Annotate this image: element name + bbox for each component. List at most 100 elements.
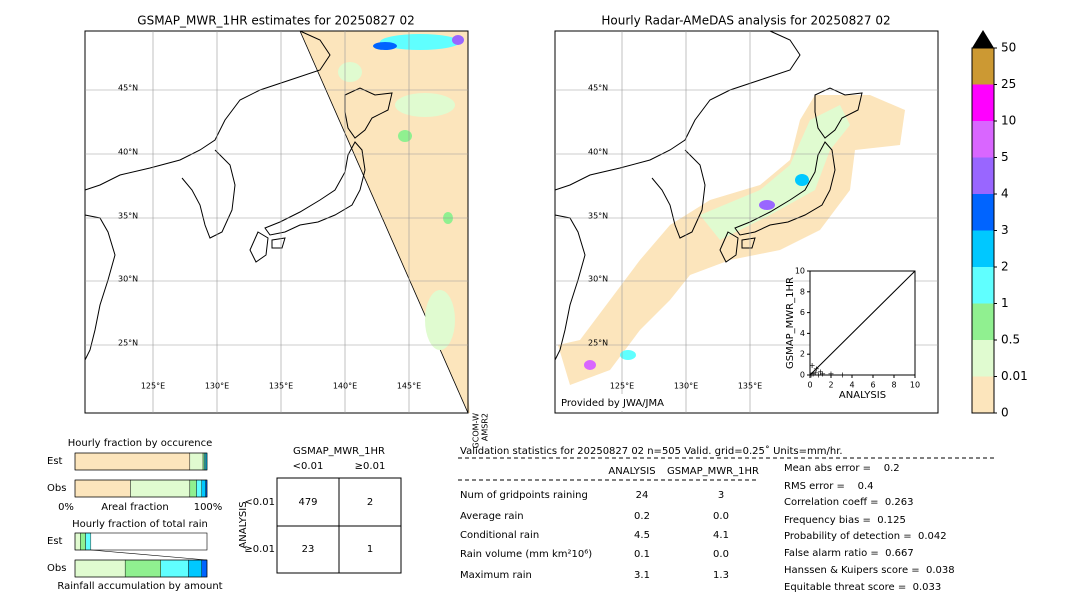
scatter-point: + (828, 369, 835, 378)
table-title: GSMAP_MWR_1HR (293, 446, 385, 457)
chart-title: Hourly fraction by occurence (68, 438, 212, 449)
lat-label: 30°N (588, 275, 608, 284)
stat-value: 4.1 (713, 530, 729, 541)
x-tick-label: 2 (828, 381, 833, 390)
colorbar-segment (972, 267, 994, 304)
fraction-bar (189, 452, 204, 471)
score: Mean abs error = 0.2 (784, 463, 900, 474)
y-tick-label: 0 (800, 371, 805, 380)
lat-label: 30°N (118, 275, 138, 284)
lat-label: 35°N (118, 212, 138, 221)
row-header: <0.01 (244, 497, 275, 508)
scatter-point: + (839, 371, 846, 380)
x-label: 0% (58, 502, 74, 513)
lon-label: 130°E (205, 382, 229, 391)
stat-value: 3.1 (634, 570, 650, 581)
score: Hanssen & Kuipers score = 0.038 (784, 565, 955, 576)
row-label: Obs (47, 483, 66, 494)
stat-value: 0.1 (634, 549, 650, 560)
colorbar-segment (972, 84, 994, 121)
rain-blob (338, 62, 362, 82)
lat-label: 35°N (588, 212, 608, 221)
stat-value: 3 (718, 490, 724, 501)
x-tick-label: 10 (910, 381, 920, 390)
y-tick-label: 2 (800, 350, 805, 359)
map-title: GSMAP_MWR_1HR estimates for 20250827 02 (137, 14, 414, 28)
table-cell: 2 (367, 497, 373, 508)
score: RMS error = 0.4 (784, 481, 874, 492)
lon-label: 145°E (397, 382, 421, 391)
y-tick-label: 10 (795, 267, 805, 276)
diagonal (809, 270, 916, 376)
fraction-bar (124, 559, 162, 578)
rain-blob (620, 350, 636, 360)
rain-blob (398, 130, 412, 142)
bar-frame (74, 532, 208, 551)
colorbar-segment (972, 157, 994, 194)
row-label: Est (47, 456, 63, 467)
stat-value: 4.5 (634, 530, 650, 541)
lat-label: 45°N (118, 84, 138, 93)
rain-blob (395, 93, 455, 117)
colorbar-label: 2 (1001, 260, 1009, 274)
colorbar-segment (972, 340, 994, 377)
lon-label: 125°E (141, 382, 165, 391)
map-frame (554, 30, 939, 414)
credit-box (557, 394, 667, 411)
rain-blob (795, 174, 809, 186)
fraction-bar (189, 479, 197, 498)
stat-label: Conditional rain (460, 530, 539, 541)
x-tick-label: 4 (849, 381, 854, 390)
colorbar-segment (972, 48, 994, 85)
stat-label: Num of gridpoints raining (460, 490, 588, 501)
score: Frequency bias = 0.125 (784, 515, 906, 526)
sensor-label: AMSR2 (481, 413, 490, 441)
row-label: Est (47, 536, 63, 547)
stat-value: 0.0 (713, 549, 729, 560)
fraction-bar (74, 532, 81, 551)
scatter-point: + (817, 367, 824, 376)
colorbar-label: 3 (1001, 223, 1009, 237)
colorbar-label: 0.01 (1001, 369, 1028, 383)
row-header: ≥0.01 (244, 544, 275, 555)
lon-label: 135°E (738, 382, 762, 391)
table-cell: 479 (298, 497, 317, 508)
colorbar-segment (972, 303, 994, 340)
stat-value: 1.3 (713, 570, 729, 581)
x-label: 100% (194, 502, 223, 513)
x-axis-label: ANALYSIS (839, 390, 886, 401)
rain-blob (759, 200, 775, 210)
y-tick-label: 6 (800, 308, 805, 317)
col-header: ANALYSIS (608, 466, 655, 477)
bar-frame (74, 559, 208, 578)
fraction-bar (85, 532, 92, 551)
score: False alarm ratio = 0.667 (784, 548, 914, 559)
stat-label: Maximum rain (460, 570, 532, 581)
rain-blob (425, 290, 455, 350)
colorbar-label: 4 (1001, 187, 1009, 201)
table-cell: 1 (367, 544, 373, 555)
fraction-bar (188, 559, 202, 578)
lat-label: 25°N (588, 339, 608, 348)
left-map (84, 30, 470, 414)
lon-label: 140°E (333, 382, 357, 391)
lat-label: 40°N (118, 148, 138, 157)
y-tick-label: 8 (800, 287, 805, 296)
table-cell: 23 (302, 544, 315, 555)
colorbar-label: 50 (1001, 41, 1016, 55)
x-tick-label: 8 (891, 381, 896, 390)
lon-label: 135°E (269, 382, 293, 391)
rain-blob (584, 360, 596, 370)
row-title: ANALYSIS (238, 501, 249, 548)
colorbar-label: 5 (1001, 150, 1009, 164)
colorbar-extend (972, 30, 994, 48)
lat-label: 40°N (588, 148, 608, 157)
fraction-bar (160, 559, 189, 578)
x-tick-label: 6 (870, 381, 875, 390)
lat-label: 25°N (118, 339, 138, 348)
colorbar-segment (972, 376, 994, 413)
col-header: GSMAP_MWR_1HR (667, 466, 759, 477)
col-header: ≥0.01 (355, 461, 386, 472)
connector (90, 549, 208, 561)
stats-header: Validation statistics for 20250827 02 n=… (460, 445, 843, 457)
